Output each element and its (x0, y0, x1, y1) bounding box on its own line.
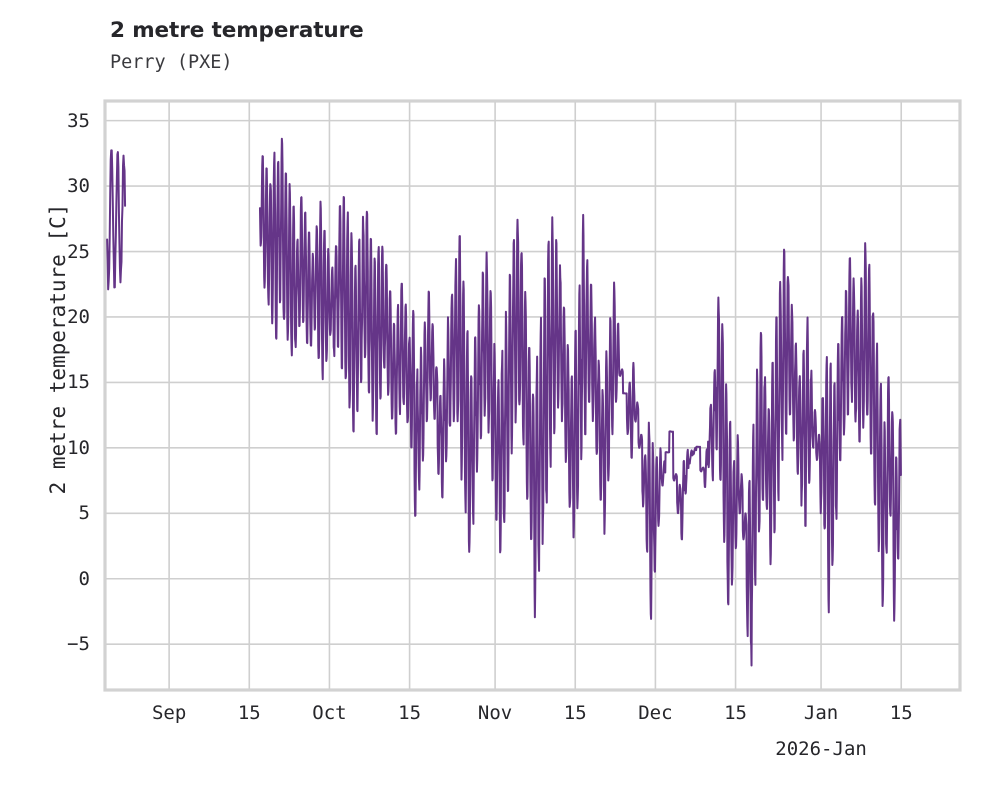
y-tick-label: 5 (78, 502, 90, 525)
chart-subtitle: Perry (PXE) (110, 52, 233, 73)
chart-title: 2 metre temperature (110, 18, 364, 43)
x-tick-label: 15 (398, 702, 422, 724)
y-tick-label: 30 (67, 175, 90, 198)
y-tick-label: 15 (67, 371, 90, 394)
y-tick-label: 20 (67, 305, 90, 328)
y-tick-label: 25 (67, 240, 90, 263)
x-tick-label: Jan (803, 702, 839, 724)
y-tick-label: 35 (67, 109, 90, 132)
x-tick-label: Nov (477, 702, 513, 724)
y-tick-label: 10 (67, 436, 90, 459)
y-tick-label: 0 (78, 567, 90, 590)
data-series (106, 137, 902, 667)
x-tick-label: 15 (563, 702, 587, 724)
x-tick-label: 15 (724, 702, 748, 724)
x-tick-label: Oct (312, 702, 347, 724)
x-tick-label: 15 (889, 702, 913, 724)
x-tick-label: Dec (638, 702, 673, 724)
x-tick-label: Sep (151, 702, 187, 724)
x-axis-sub-label: 2026-Jan (775, 738, 867, 760)
x-tick-label: 15 (237, 702, 261, 724)
y-tick-label: −5 (67, 633, 90, 656)
y-axis-tick-labels: −5 0 5 10 15 20 25 30 35 (28, 0, 90, 785)
